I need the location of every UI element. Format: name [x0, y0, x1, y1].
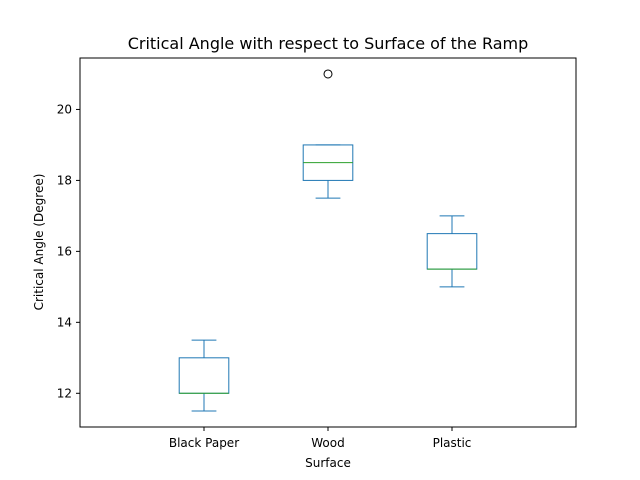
y-axis-label: Critical Angle (Degree): [32, 174, 46, 311]
x-tick-label-plastic: Plastic: [433, 436, 472, 450]
chart-title: Critical Angle with respect to Surface o…: [128, 34, 529, 53]
x-tick-label-black-paper: Black Paper: [169, 436, 239, 450]
y-tick-label-14: 14: [57, 315, 72, 329]
outlier-wood-0: [323, 69, 333, 79]
plot-frame: [79, 57, 577, 428]
y-tick-label-18: 18: [57, 173, 72, 187]
x-axis-label: Surface: [305, 456, 351, 470]
plot-background: [80, 58, 576, 427]
y-tick-label-20: 20: [57, 102, 72, 116]
plot-area: 12 14 16 18 20 Black Paper Wood Plastic: [57, 57, 577, 450]
y-tick-label-16: 16: [57, 244, 72, 258]
x-tick-label-wood: Wood: [311, 436, 344, 450]
y-tick-label-12: 12: [57, 386, 72, 400]
